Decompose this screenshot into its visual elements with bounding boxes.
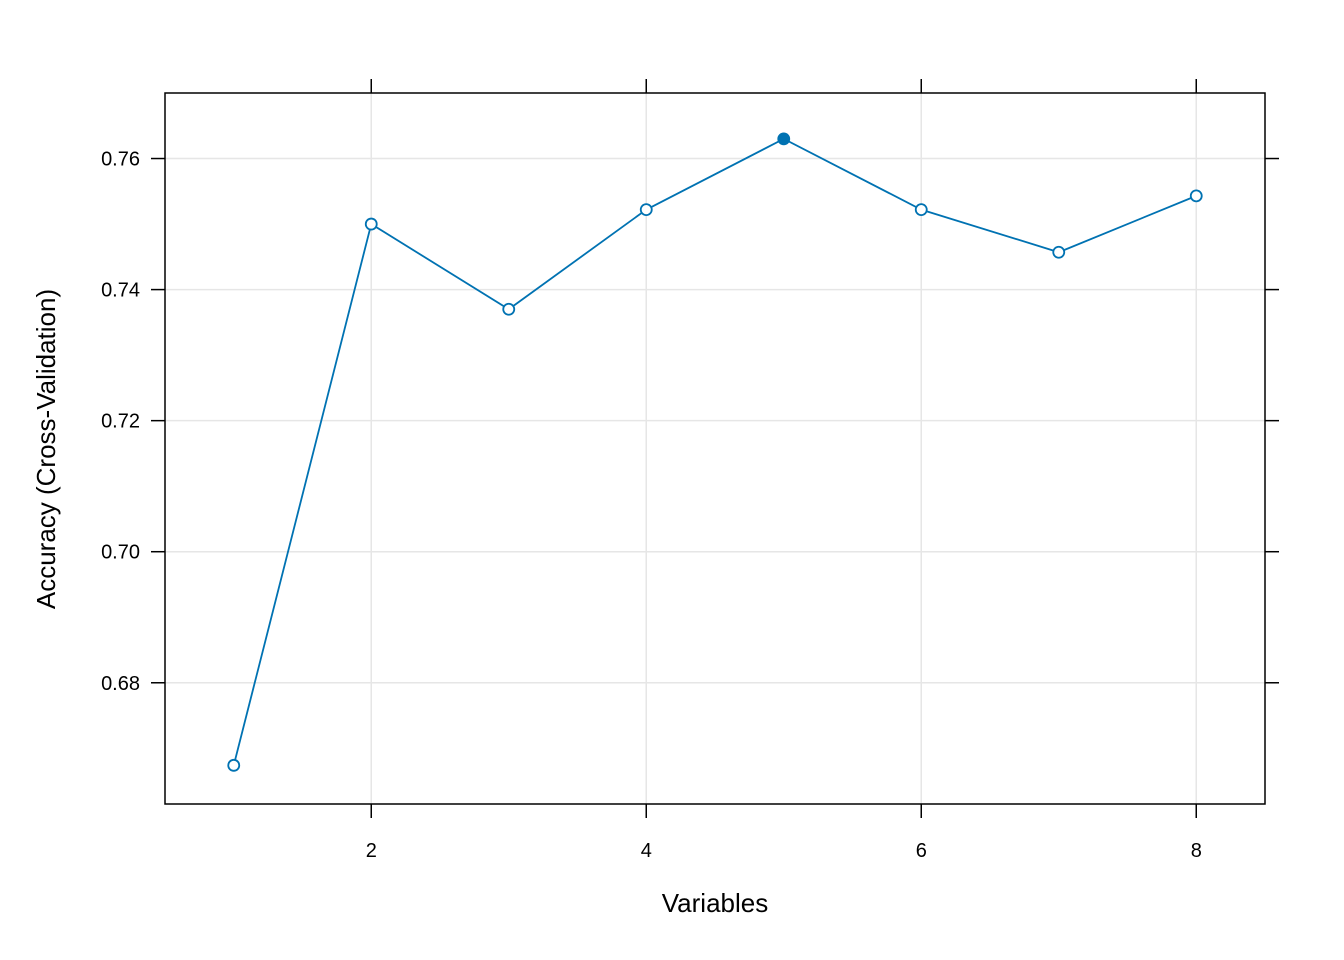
y-tick-label: 0.74 (101, 280, 140, 302)
selected-data-point (777, 132, 791, 146)
y-tick-label: 0.70 (101, 542, 140, 564)
tick-labels: 2 4 6 8 0.68 0.70 0.72 0.74 0.76 (101, 149, 1202, 862)
data-point (502, 302, 516, 316)
data-point (914, 203, 928, 217)
series-layer (227, 132, 1203, 772)
x-tick-label: 8 (1191, 840, 1202, 862)
data-point (364, 217, 378, 231)
axes (151, 79, 1279, 818)
y-tick-label: 0.72 (101, 411, 140, 433)
data-point (639, 203, 653, 217)
x-tick-label: 4 (641, 840, 652, 862)
x-tick-label: 2 (366, 840, 377, 862)
data-point (1189, 189, 1203, 203)
series-line (232, 137, 1197, 766)
data-point (227, 758, 241, 772)
y-axis-label: Accuracy (Cross-Validation) (31, 289, 61, 609)
data-point (1052, 245, 1066, 259)
plot-border (164, 92, 1266, 805)
grid-lines (165, 93, 1265, 804)
y-tick-label: 0.76 (101, 149, 140, 171)
y-tick-label: 0.68 (101, 673, 140, 695)
x-axis-label: Variables (662, 888, 768, 918)
x-tick-label: 6 (916, 840, 927, 862)
